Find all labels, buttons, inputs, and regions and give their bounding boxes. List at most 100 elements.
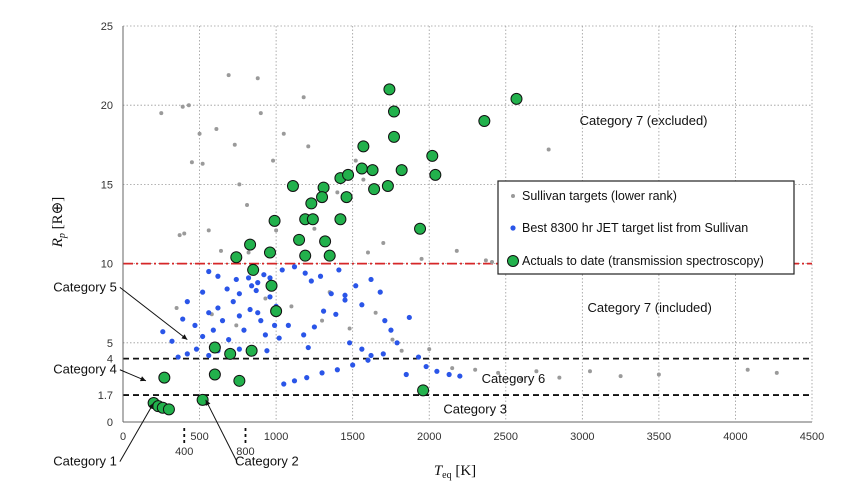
point-series-1 [380, 351, 386, 357]
point-series-1 [388, 327, 394, 333]
x-tick-label: 500 [190, 431, 208, 443]
point-series-0 [361, 177, 366, 182]
x-tick-label: 3000 [570, 431, 594, 443]
point-series-1 [301, 332, 307, 338]
point-series-1 [365, 357, 371, 363]
point-series-2 [224, 347, 237, 360]
point-series-1 [291, 378, 298, 384]
point-series-1 [446, 371, 452, 378]
annotation-label: Category 3 [443, 401, 507, 416]
x-tick-label: 2500 [494, 431, 518, 443]
y-tick-label: 20 [101, 100, 113, 112]
point-series-0 [454, 248, 459, 253]
point-series-1 [305, 344, 311, 351]
point-series-2 [426, 149, 439, 162]
y-tick-label: 0 [107, 417, 113, 429]
point-series-1 [423, 363, 429, 370]
point-series-1 [394, 340, 400, 346]
point-series-2 [286, 179, 299, 192]
y-axis-label: Rp [R⊕] [50, 197, 68, 249]
point-series-0 [320, 318, 325, 323]
point-series-1 [317, 273, 324, 279]
point-series-1 [253, 287, 259, 294]
point-series-2 [366, 164, 379, 177]
point-series-0 [232, 142, 237, 147]
x-tick-label: 4000 [723, 431, 747, 443]
annotation-label: Category 1 [53, 454, 117, 469]
point-series-1 [247, 306, 253, 313]
point-series-1 [308, 278, 314, 284]
point-series-0 [214, 126, 219, 131]
point-series-2 [268, 214, 281, 227]
point-series-0 [347, 326, 352, 331]
point-series-1 [359, 302, 365, 308]
annotation-leader [205, 399, 238, 462]
point-series-1 [368, 276, 374, 283]
point-series-2 [414, 222, 427, 235]
point-series-2 [381, 179, 394, 192]
point-series-1 [377, 289, 383, 295]
point-series-0 [186, 103, 191, 108]
point-series-2 [306, 213, 319, 226]
point-series-1 [328, 291, 334, 297]
point-series-1 [233, 276, 239, 283]
point-series-1 [224, 286, 230, 292]
point-series-0 [519, 377, 524, 382]
annotation-arrowhead [139, 376, 146, 382]
point-series-2 [334, 213, 347, 226]
point-series-1 [249, 283, 255, 289]
point-series-0 [450, 366, 455, 371]
point-series-0 [281, 131, 286, 136]
point-series-1 [319, 370, 325, 376]
point-series-2 [293, 233, 306, 246]
point-series-1 [267, 275, 273, 281]
point-series-2 [340, 191, 353, 204]
legend-label-sullivan: Sullivan targets (lower rank) [522, 189, 677, 203]
legend: Sullivan targets (lower rank) Best 8300 … [497, 180, 795, 275]
point-series-1 [226, 337, 232, 343]
point-series-0 [365, 250, 370, 255]
point-series-1 [160, 329, 166, 335]
point-series-2 [388, 130, 401, 143]
legend-label-jet: Best 8300 hr JET target list from Sulliv… [522, 221, 748, 235]
point-series-1 [285, 322, 291, 328]
point-series-0 [546, 147, 551, 152]
point-series-2 [263, 246, 276, 259]
annotation-label: Category 7 (included) [588, 300, 712, 315]
point-series-2 [388, 105, 401, 118]
x-marker-label: 400 [175, 446, 193, 458]
point-series-0 [381, 241, 386, 246]
point-series-0 [489, 260, 494, 265]
point-series-2 [305, 197, 318, 210]
point-series-0 [245, 202, 250, 207]
point-series-1 [415, 354, 422, 360]
point-series-0 [246, 250, 251, 255]
point-series-0 [234, 323, 239, 328]
point-series-0 [289, 304, 294, 309]
point-series-0 [496, 370, 501, 375]
point-series-1 [333, 311, 339, 317]
point-series-0 [427, 347, 432, 352]
point-series-1 [193, 346, 200, 352]
point-series-0 [534, 369, 539, 374]
point-series-2 [247, 263, 260, 276]
point-series-2 [429, 168, 442, 181]
point-series-0 [656, 372, 661, 377]
point-series-0 [200, 161, 205, 166]
point-series-0 [197, 131, 202, 136]
point-series-1 [434, 368, 440, 374]
x-tick-label: 0 [120, 431, 126, 443]
annotation-label: Category 5 [53, 279, 117, 294]
point-series-1 [206, 310, 212, 316]
y-tick-label: 1.7 [98, 390, 113, 402]
point-series-2 [245, 344, 258, 357]
point-series-1 [350, 362, 356, 368]
point-series-0 [774, 370, 779, 375]
point-series-2 [368, 183, 381, 196]
point-series-0 [263, 296, 268, 301]
point-series-1 [336, 267, 342, 273]
point-series-0 [237, 182, 242, 187]
point-series-1 [342, 292, 348, 298]
point-series-0 [159, 111, 164, 116]
point-series-2 [319, 235, 332, 248]
